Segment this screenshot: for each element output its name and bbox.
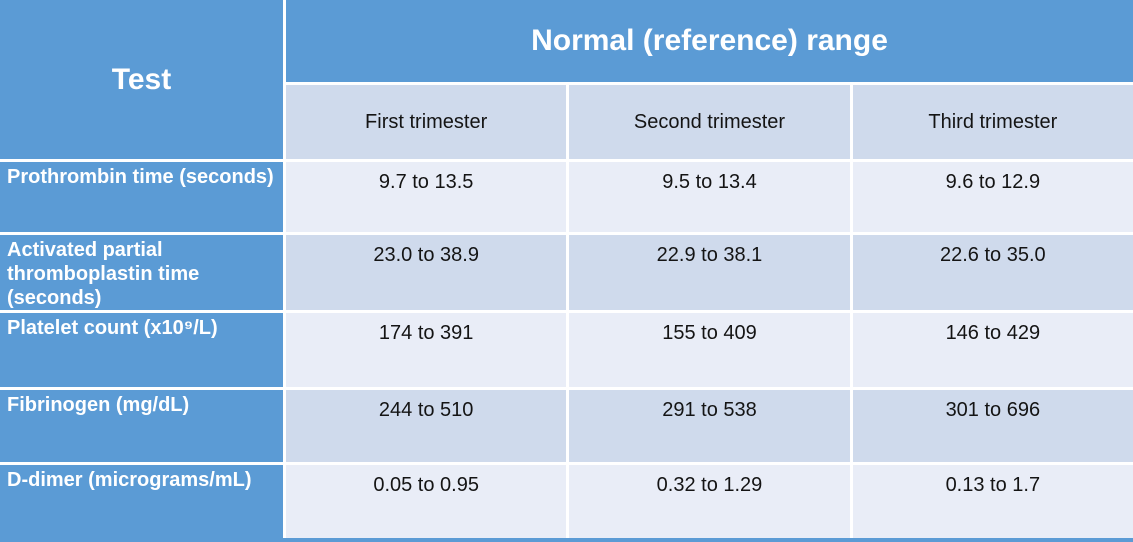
cell-value: 22.6 to 35.0 xyxy=(852,235,1133,310)
corner-header-test: Test xyxy=(0,0,283,159)
cell-value: 9.6 to 12.9 xyxy=(852,162,1133,232)
row-label-d-dimer: D-dimer (micrograms/mL) xyxy=(0,465,283,538)
cell-value: 22.9 to 38.1 xyxy=(569,235,850,310)
cell-value: 291 to 538 xyxy=(569,390,850,462)
cell-value: 174 to 391 xyxy=(286,313,567,387)
row-label-fibrinogen: Fibrinogen (mg/dL) xyxy=(0,390,283,462)
cell-value: 0.13 to 1.7 xyxy=(852,465,1133,538)
cell-value: 244 to 510 xyxy=(286,390,567,462)
cell-value: 9.7 to 13.5 xyxy=(286,162,567,232)
cell-value: 155 to 409 xyxy=(569,313,850,387)
group-header-normal-range: Normal (reference) range xyxy=(286,0,1133,82)
cell-value: 23.0 to 38.9 xyxy=(286,235,567,310)
cell-value: 0.32 to 1.29 xyxy=(569,465,850,538)
row-label-activated-partial-thromboplastin: Activated partial thromboplastin time (s… xyxy=(0,235,283,310)
table-bottom-border xyxy=(0,538,1133,542)
column-header-first-trimester: First trimester xyxy=(286,85,567,159)
row-label-platelet-count: Platelet count (x10⁹/L) xyxy=(0,313,283,387)
row-label-prothrombin-time: Prothrombin time (seconds) xyxy=(0,162,283,232)
column-header-third-trimester: Third trimester xyxy=(852,85,1133,159)
cell-value: 301 to 696 xyxy=(852,390,1133,462)
cell-value: 9.5 to 13.4 xyxy=(569,162,850,232)
cell-value: 146 to 429 xyxy=(852,313,1133,387)
column-header-second-trimester: Second trimester xyxy=(569,85,850,159)
cell-value: 0.05 to 0.95 xyxy=(286,465,567,538)
